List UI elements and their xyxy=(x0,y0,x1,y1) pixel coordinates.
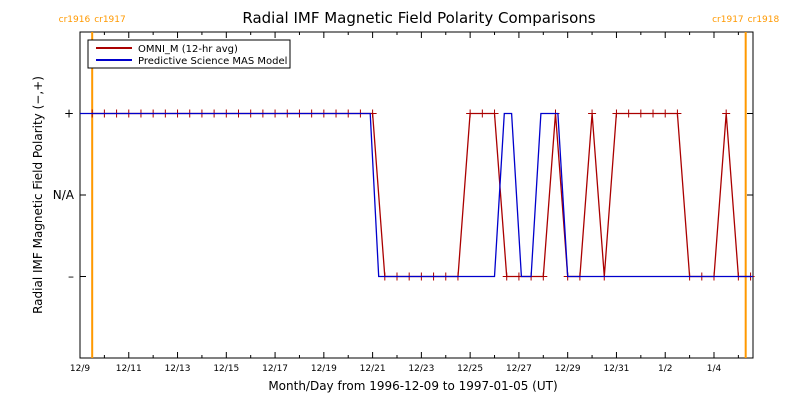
x-ticks: 12/9 12/11 12/13 12/15 12/17 12/19 12/21 12/23 1… xyxy=(70,32,739,374)
x-tick-label: 12/31 xyxy=(603,364,629,374)
series-line-0 xyxy=(92,112,751,278)
x-tick-label: 12/29 xyxy=(555,364,581,374)
legend-box xyxy=(87,39,291,69)
x-tick-label: 12/13 xyxy=(165,364,191,374)
plot-frame xyxy=(79,31,754,359)
data-point xyxy=(466,109,475,118)
x-tick-label: 12/11 xyxy=(116,364,142,374)
y-ticks: + N/A – xyxy=(53,107,753,284)
series-line-1 xyxy=(80,112,753,278)
data-point xyxy=(612,109,621,118)
x-tick-label: 12/15 xyxy=(213,364,239,374)
legend: OMNI_M (12-hr avg) Predictive Science MA… xyxy=(87,39,291,69)
carrington-label-right: cr1918 xyxy=(748,15,780,25)
carrington-label-left: cr1916 xyxy=(59,15,91,25)
x-tick-label: 1/4 xyxy=(707,364,722,374)
x-tick-label: 12/25 xyxy=(457,364,483,374)
y-tick-label: – xyxy=(68,270,74,284)
x-tick-label: 12/17 xyxy=(262,364,288,374)
data-point xyxy=(539,272,548,281)
data-point xyxy=(624,109,633,118)
x-tick-label: 1/2 xyxy=(658,364,672,374)
x-tick-label: 12/27 xyxy=(506,364,532,374)
series-layer xyxy=(80,109,755,281)
legend-label-omni: OMNI_M (12-hr avg) xyxy=(138,44,238,55)
data-point xyxy=(502,272,511,281)
x-tick-label: 12/23 xyxy=(408,364,434,374)
carrington-label-right: cr1917 xyxy=(94,15,126,25)
y-tick-label: N/A xyxy=(53,188,75,202)
carrington-markers: cr1916 cr1917 cr1917 cr1918 xyxy=(59,15,780,358)
data-point xyxy=(673,109,682,118)
data-point xyxy=(649,109,658,118)
x-tick-label: 12/21 xyxy=(360,364,386,374)
y-tick-label: + xyxy=(64,107,74,121)
x-tick-label: 12/19 xyxy=(311,364,337,374)
carrington-label-left: cr1917 xyxy=(712,15,744,25)
data-point xyxy=(490,109,499,118)
x-tick-label: 12/9 xyxy=(70,364,90,374)
data-point xyxy=(722,109,731,118)
data-point xyxy=(636,109,645,118)
data-point xyxy=(588,109,597,118)
x-axis-label: Month/Day from 1996-12-09 to 1997-01-05 … xyxy=(268,379,557,393)
data-point xyxy=(661,109,670,118)
chart-title: Radial IMF Magnetic Field Polarity Compa… xyxy=(242,9,595,27)
legend-label-mas: Predictive Science MAS Model xyxy=(138,56,287,67)
data-point xyxy=(478,109,487,118)
y-axis-label: Radial IMF Magnetic Field Polarity (−,+) xyxy=(31,76,45,314)
